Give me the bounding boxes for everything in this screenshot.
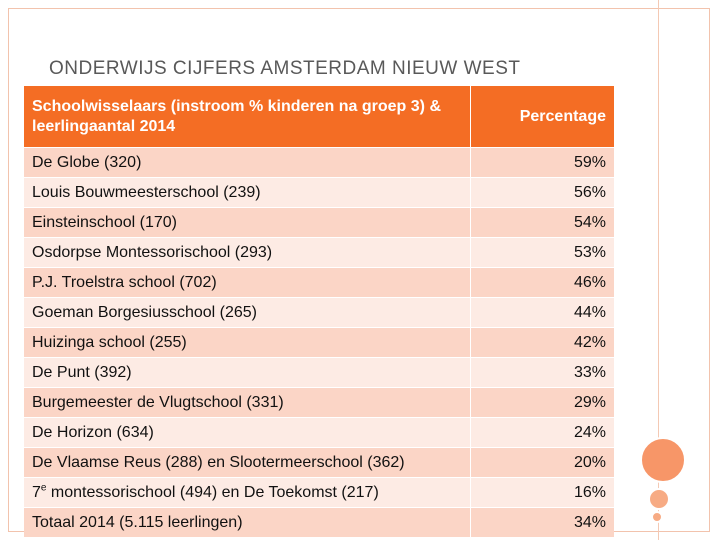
percentage-cell: 44% (470, 297, 614, 328)
decorative-vertical-line (658, 0, 659, 540)
table-row: De Punt (392) 33% (24, 357, 614, 388)
table-row: P.J. Troelstra school (702) 46% (24, 267, 614, 298)
school-name-cell: Einsteinschool (170) (24, 207, 471, 238)
school-name-cell: P.J. Troelstra school (702) (24, 267, 471, 298)
school-column-header: Schoolwisselaars (instroom % kinderen na… (24, 86, 471, 148)
school-name-suffix: montessorischool (494) en De Toekomst (2… (46, 483, 379, 501)
table-row: Louis Bouwmeesterschool (239) 56% (24, 177, 614, 208)
slide-title: ONDERWIJS CIJFERS AMSTERDAM NIEUW WEST (49, 58, 521, 79)
table-row: Goeman Borgesiusschool (265) 44% (24, 297, 614, 328)
percentage-cell: 53% (470, 237, 614, 268)
table-row: Burgemeester de Vlugtschool (331) 29% (24, 387, 614, 418)
percentage-cell: 24% (470, 417, 614, 448)
percentage-cell: 46% (470, 267, 614, 298)
table-row: Huizinga school (255) 42% (24, 327, 614, 358)
table-row: De Vlaamse Reus (288) en Slootermeerscho… (24, 447, 614, 478)
table-row: 7e montessorischool (494) en De Toekomst… (24, 477, 614, 508)
table-row: Totaal 2014 (5.115 leerlingen) 34% (24, 507, 614, 537)
school-name-cell: Osdorpse Montessorischool (293) (24, 237, 471, 268)
percentage-cell: 33% (470, 357, 614, 388)
percentage-cell: 20% (470, 447, 614, 478)
percentage-cell: 16% (470, 477, 614, 508)
school-name-cell: Huizinga school (255) (24, 327, 471, 358)
percentage-cell: 54% (470, 207, 614, 238)
percentage-cell: 56% (470, 177, 614, 208)
total-label-cell: Totaal 2014 (5.115 leerlingen) (24, 507, 471, 537)
school-percentages-table: Schoolwisselaars (instroom % kinderen na… (24, 86, 614, 537)
table-row: Einsteinschool (170) 54% (24, 207, 614, 238)
school-name-cell: Louis Bouwmeesterschool (239) (24, 177, 471, 208)
table-header-row: Schoolwisselaars (instroom % kinderen na… (24, 86, 614, 148)
school-name-cell: Burgemeester de Vlugtschool (331) (24, 387, 471, 418)
school-name-cell: De Punt (392) (24, 357, 471, 388)
table-row: De Globe (320) 59% (24, 147, 614, 178)
percentage-cell: 42% (470, 327, 614, 358)
school-name-cell: De Globe (320) (24, 147, 471, 178)
percentage-cell: 59% (470, 147, 614, 178)
table-row: Osdorpse Montessorischool (293) 53% (24, 237, 614, 268)
decorative-circle-large (640, 437, 686, 483)
school-name-superscript: e (40, 482, 47, 494)
total-percentage-cell: 34% (470, 507, 614, 537)
percentage-cell: 29% (470, 387, 614, 418)
school-name-prefix: 7 (32, 483, 41, 501)
decorative-circle-small (651, 511, 663, 523)
decorative-circle-medium (648, 488, 670, 510)
table-row: De Horizon (634) 24% (24, 417, 614, 448)
school-name-cell: 7e montessorischool (494) en De Toekomst… (24, 477, 471, 508)
school-name-cell: De Horizon (634) (24, 417, 471, 448)
school-name-cell: De Vlaamse Reus (288) en Slootermeerscho… (24, 447, 471, 478)
percentage-column-header: Percentage (470, 86, 614, 148)
school-name-cell: Goeman Borgesiusschool (265) (24, 297, 471, 328)
